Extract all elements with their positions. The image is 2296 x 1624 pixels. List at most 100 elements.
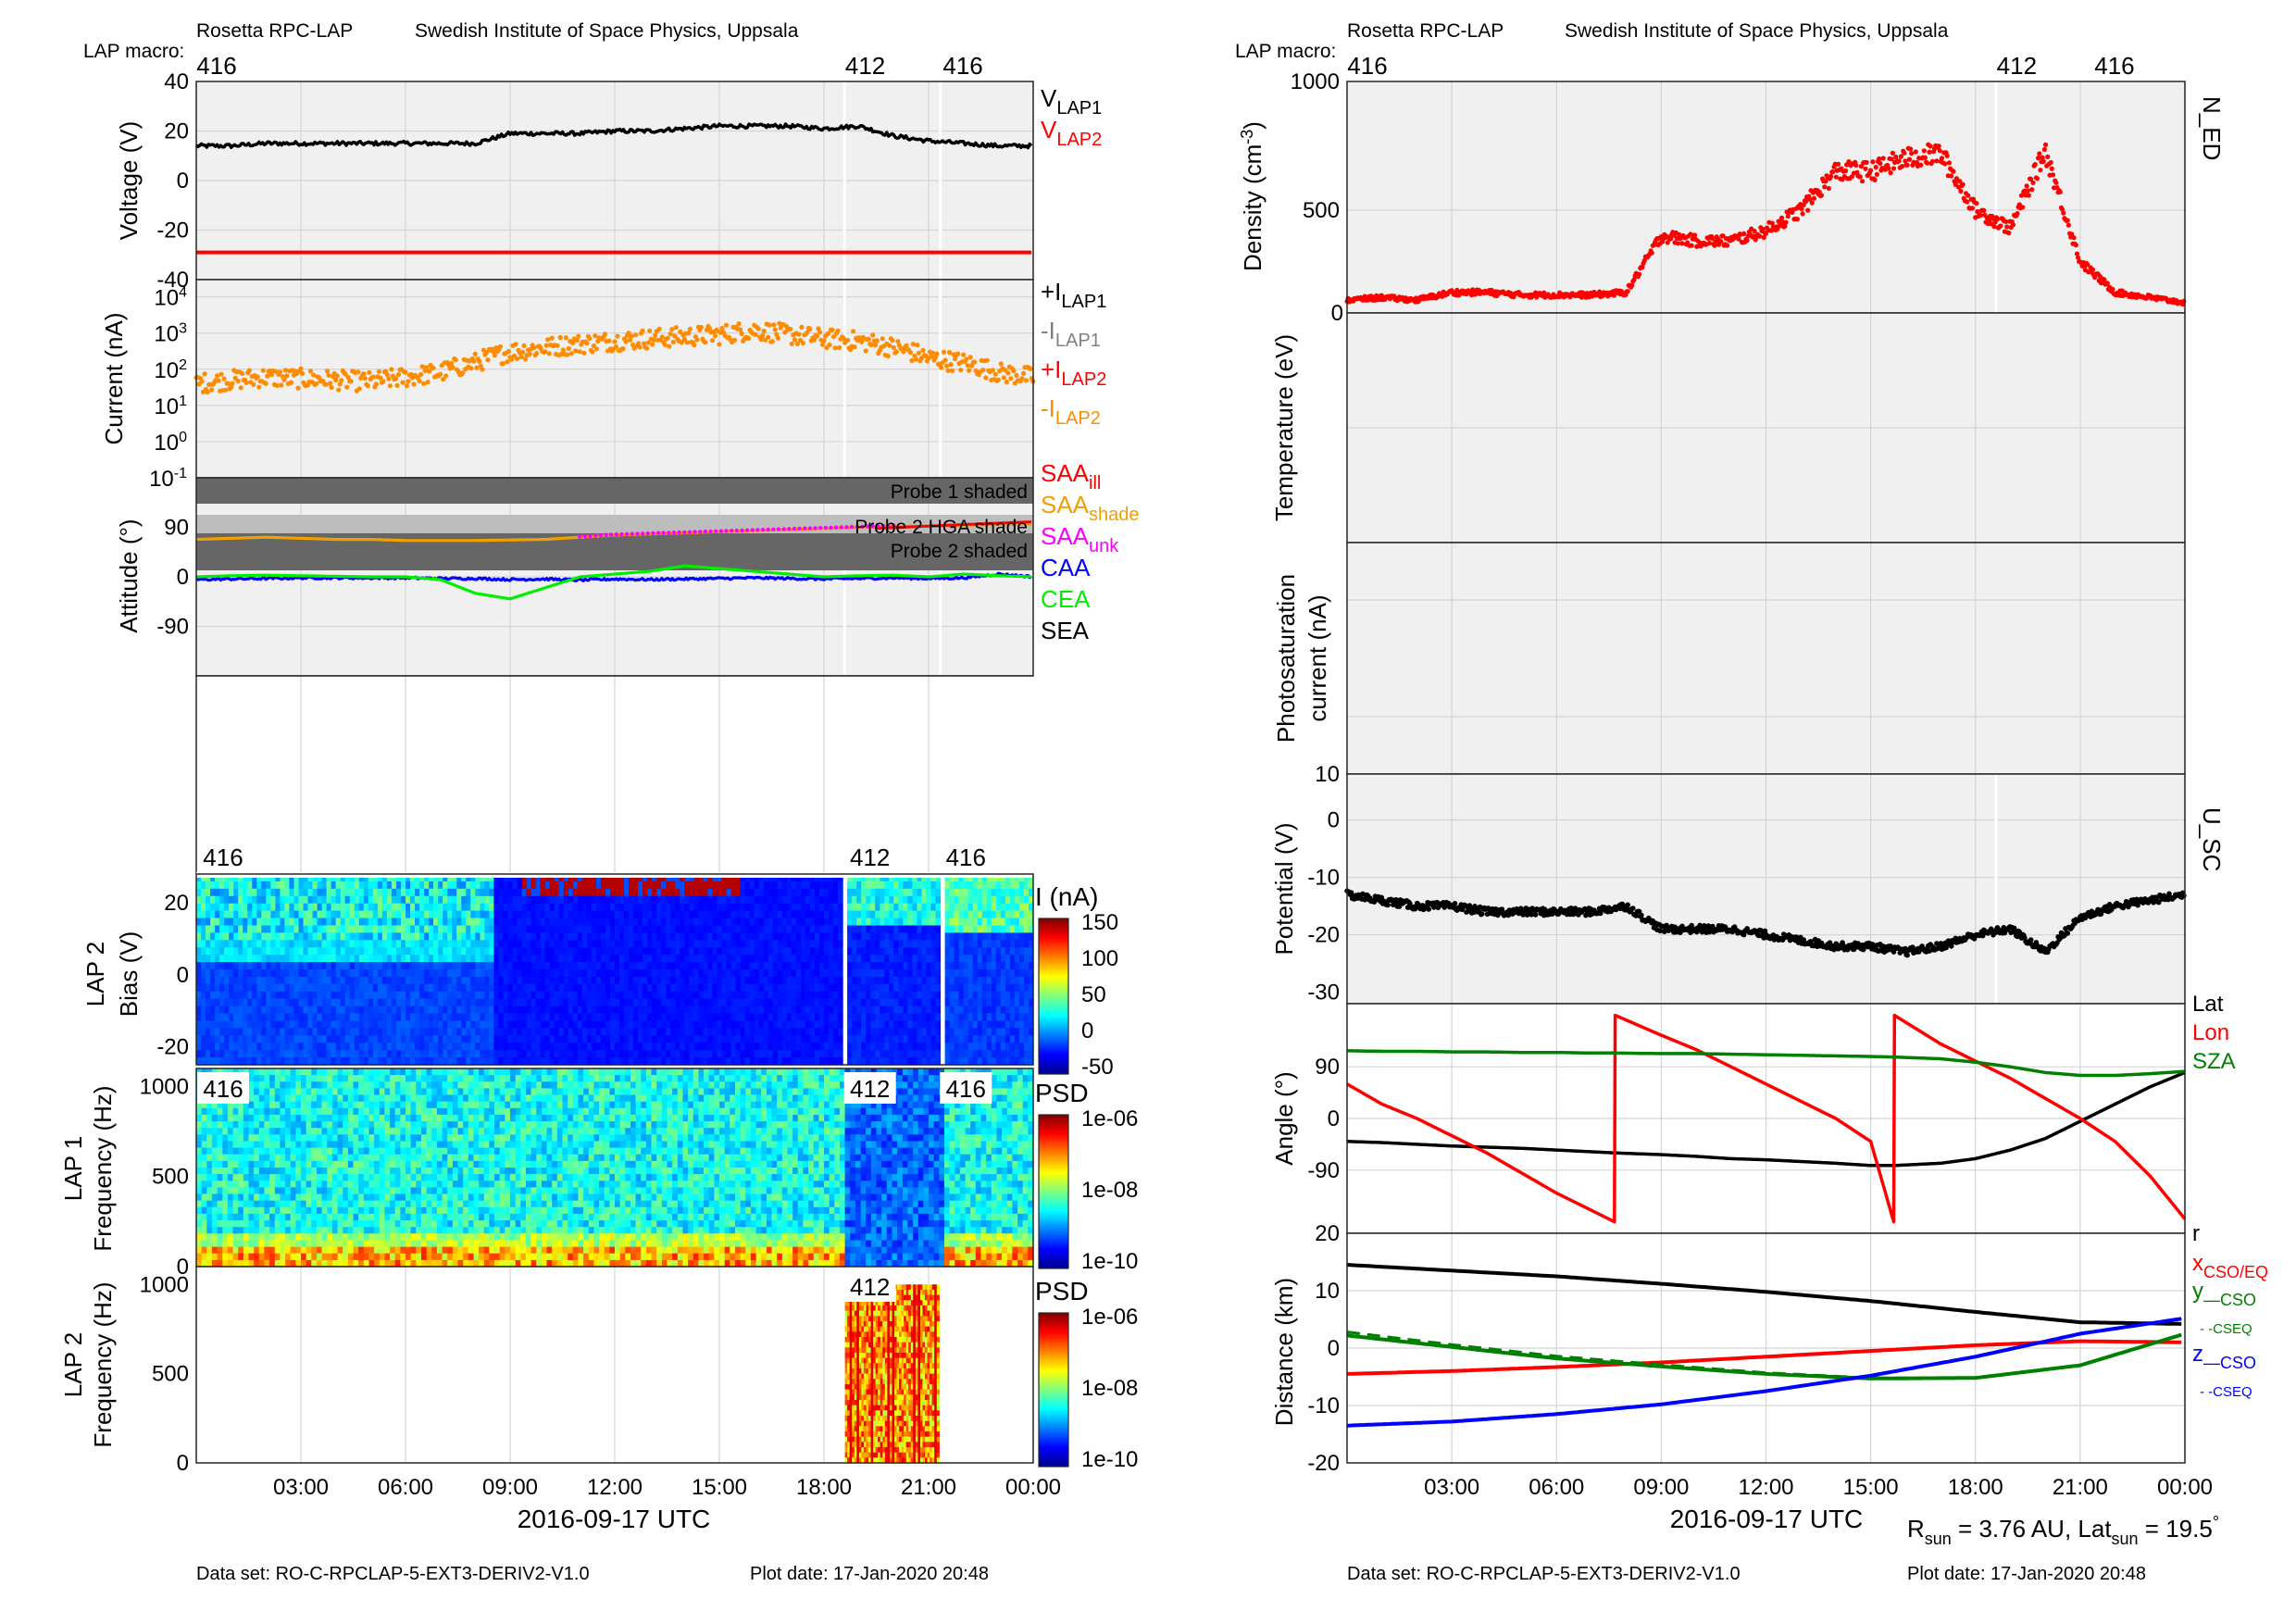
heatmap-cell	[963, 918, 969, 926]
heatmap-cell	[972, 991, 979, 1000]
heatmap-cell	[377, 969, 383, 978]
heatmap-cell	[526, 1035, 532, 1043]
heatmap-cell	[456, 991, 462, 1000]
heatmap-cell	[558, 1028, 565, 1036]
heatmap-cell	[591, 983, 597, 993]
heatmap-cell	[717, 955, 723, 963]
heatmap-cell	[786, 1057, 792, 1066]
heatmap-cell	[795, 932, 802, 941]
heatmap-cell	[377, 1050, 383, 1058]
heatmap-cell	[954, 874, 960, 882]
heatmap-cell	[517, 918, 523, 926]
heatmap-cell	[489, 955, 494, 963]
heatmap-cell	[758, 903, 765, 912]
tick-label: 0	[177, 565, 189, 590]
heatmap-cell	[866, 955, 871, 963]
heatmap-cell	[498, 1057, 504, 1066]
heatmap-cell	[619, 874, 625, 882]
heatmap-cell	[1009, 1013, 1016, 1021]
heatmap-cell	[800, 895, 806, 905]
heatmap-cell	[661, 1035, 667, 1043]
heatmap-cell	[475, 1013, 480, 1021]
heatmap-cell	[224, 969, 230, 978]
heatmap-cell	[224, 888, 230, 897]
heatmap-cell	[930, 962, 937, 970]
heatmap-cell	[875, 1057, 880, 1066]
heatmap-cell	[898, 1043, 904, 1051]
heatmap-cell	[312, 976, 318, 985]
heatmap-cell	[712, 1050, 718, 1058]
heatmap-cell	[1000, 932, 1006, 941]
heatmap-cell	[196, 1035, 202, 1043]
heatmap-cell	[372, 991, 379, 1000]
heatmap-cell	[707, 925, 713, 933]
heatmap-cell	[684, 910, 690, 919]
heatmap-cell	[852, 895, 857, 905]
heatmap-cell	[275, 1013, 281, 1021]
heatmap-cell	[972, 969, 979, 978]
heatmap-cell	[880, 910, 885, 919]
heatmap-cell	[558, 1013, 565, 1021]
heatmap-cell	[991, 1057, 997, 1066]
heatmap-cell	[266, 910, 271, 919]
heatmap-cell	[870, 903, 876, 912]
heatmap-cell	[954, 991, 960, 1000]
heatmap-cell	[730, 969, 737, 978]
heatmap-cell	[372, 888, 379, 897]
heatmap-cell	[344, 910, 351, 919]
heatmap-cell	[638, 1057, 643, 1066]
heatmap-cell	[317, 998, 323, 1007]
heatmap-cell	[643, 1006, 648, 1015]
heatmap-cell	[261, 969, 267, 978]
heatmap-cell	[303, 1028, 309, 1036]
heatmap-cell	[586, 1028, 593, 1036]
heatmap-cell	[652, 947, 657, 956]
heatmap-cell	[875, 903, 880, 912]
heatmap-cell	[595, 1050, 602, 1058]
heatmap-cell	[224, 874, 230, 882]
heatmap-cell	[829, 955, 834, 963]
heatmap-cell	[643, 910, 648, 919]
heatmap-cell	[954, 895, 960, 905]
heatmap-cell	[977, 932, 983, 941]
heatmap-cell	[907, 925, 913, 933]
heatmap-cell	[1014, 976, 1020, 985]
heatmap-cell	[219, 1028, 225, 1036]
heatmap-cell	[227, 1147, 234, 1156]
heatmap-cell	[903, 1013, 908, 1021]
heatmap-cell	[1018, 991, 1025, 1000]
heatmap-cell	[368, 881, 374, 890]
heatmap-cell	[252, 918, 257, 926]
heatmap-cell	[1009, 991, 1016, 1000]
heatmap-cell	[605, 969, 611, 978]
heatmap-cell	[568, 1020, 574, 1029]
tick-label: -20	[156, 1035, 189, 1060]
heatmap-cell	[298, 998, 305, 1007]
heatmap-cell	[252, 932, 257, 941]
heatmap-cell	[763, 932, 769, 941]
heatmap-cell	[284, 976, 290, 985]
heatmap-cell	[735, 955, 742, 963]
heatmap-cell	[424, 910, 430, 919]
heatmap-cell	[298, 925, 305, 933]
heatmap-cell	[206, 947, 211, 956]
heatmap-cell	[554, 1043, 560, 1051]
tick-label: 40	[164, 69, 189, 94]
heatmap-cell	[838, 962, 843, 970]
heatmap-cell	[484, 881, 490, 890]
heatmap-cell	[972, 895, 979, 905]
heatmap-cell	[656, 991, 662, 1000]
heatmap-cell	[610, 925, 616, 933]
heatmap-cell	[238, 1035, 243, 1043]
heatmap-cell	[381, 1020, 388, 1029]
heatmap-cell	[795, 969, 802, 978]
heatmap-cell	[563, 1035, 569, 1043]
heatmap-cell	[777, 1006, 783, 1015]
heatmap-cell	[767, 874, 774, 882]
heatmap-cell	[758, 947, 765, 956]
heatmap-cell	[456, 918, 462, 926]
heatmap-cell	[572, 1035, 579, 1043]
heatmap-cell	[1029, 910, 1034, 919]
heatmap-cell	[335, 1028, 342, 1036]
heatmap-cell	[326, 910, 332, 919]
